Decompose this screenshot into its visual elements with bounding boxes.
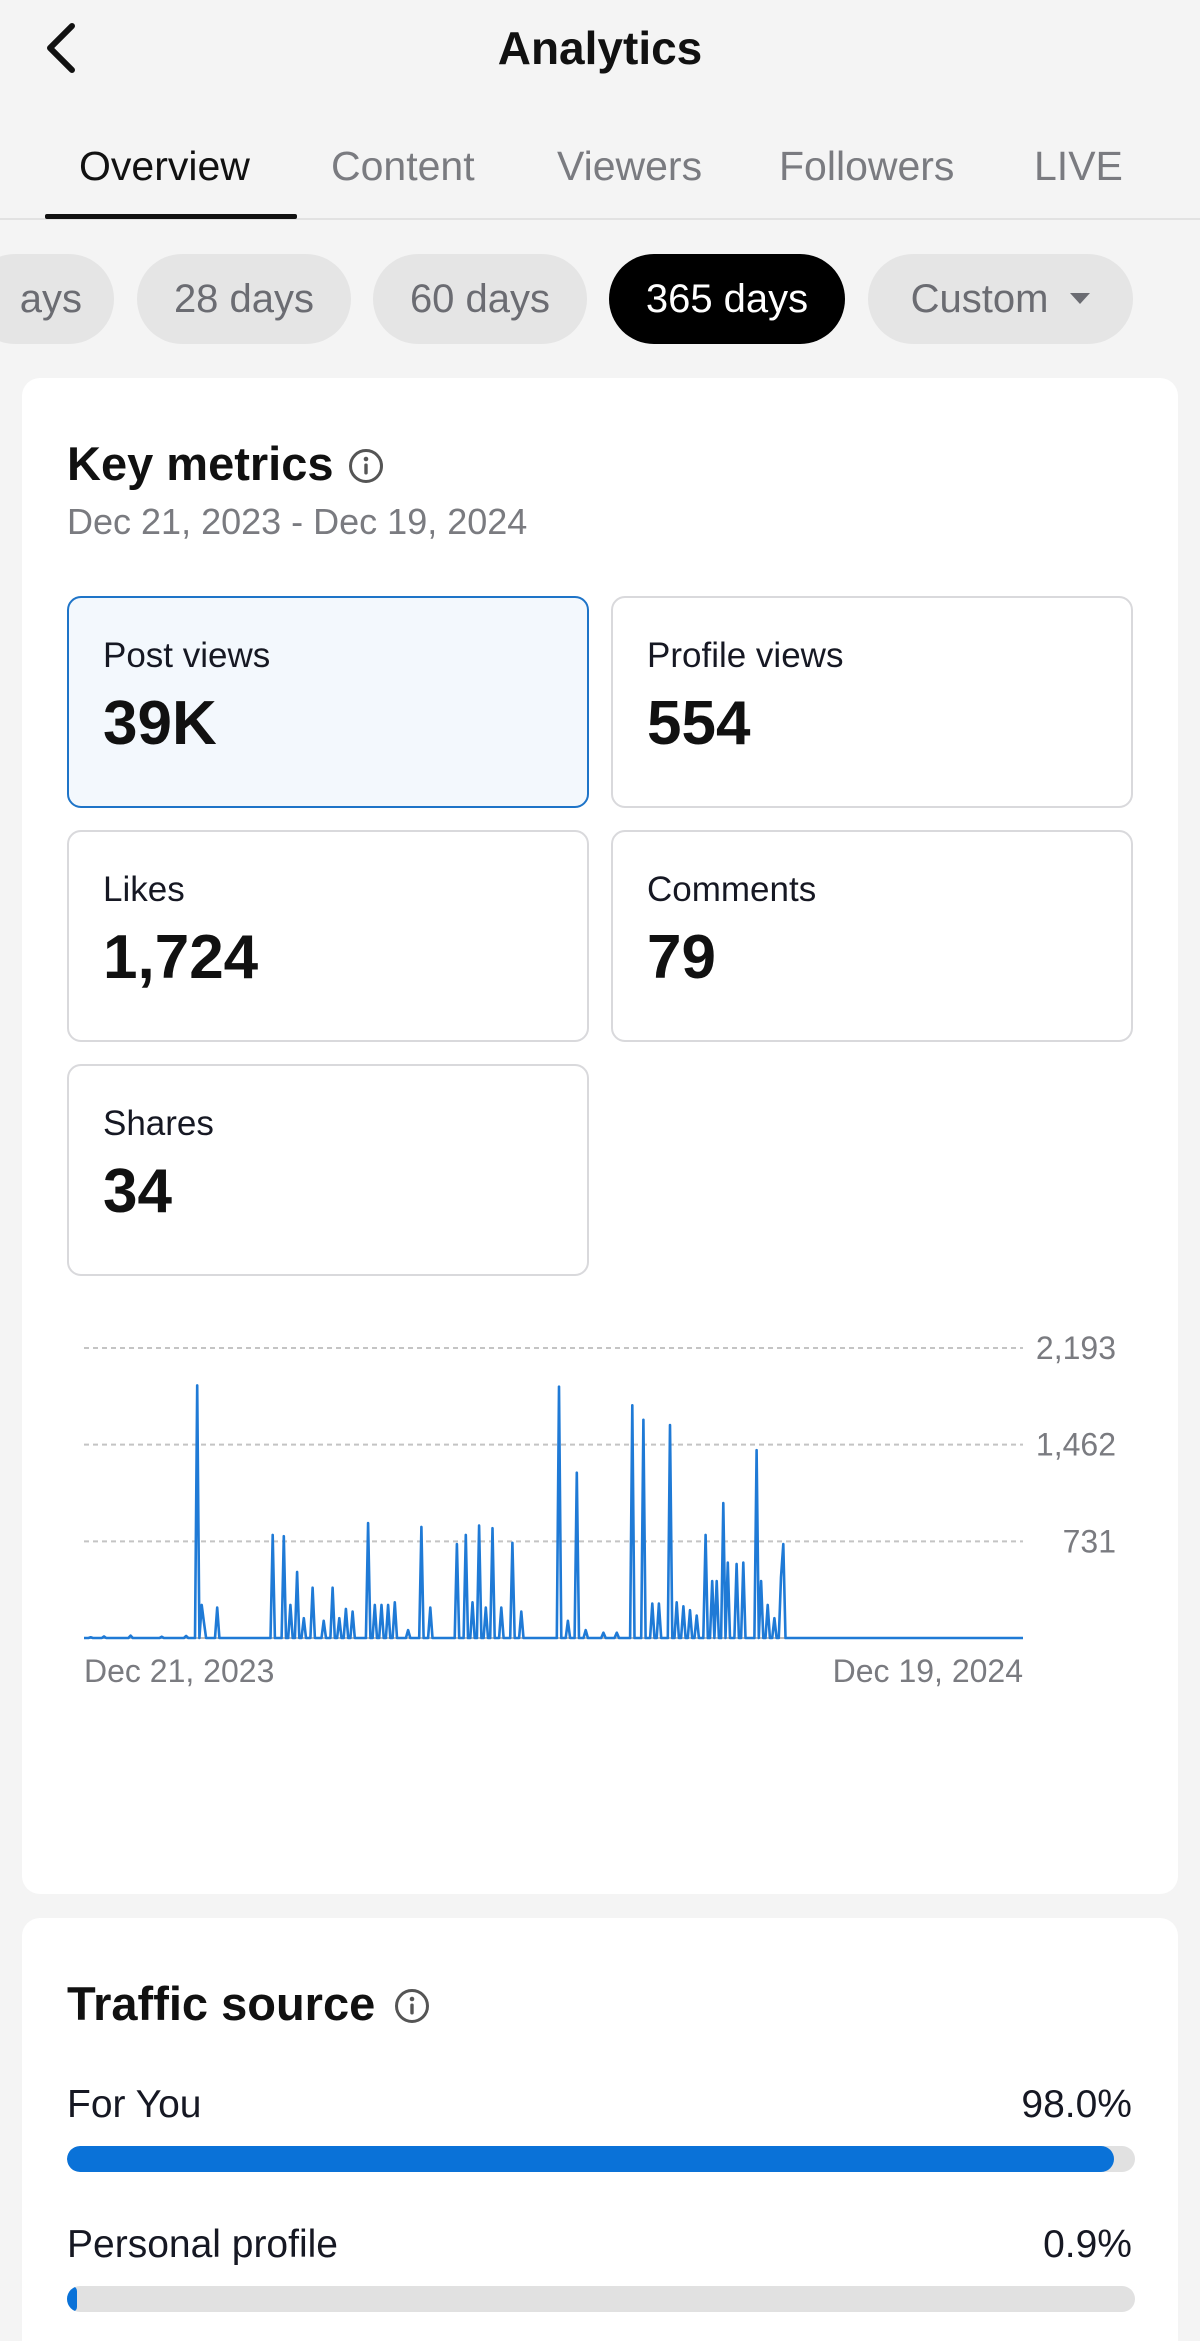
traffic-source-bar-fill bbox=[67, 2146, 1114, 2172]
tab-content[interactable]: Content bbox=[331, 143, 475, 189]
metric-label: Post views bbox=[103, 636, 271, 675]
y-tick-label: 1,462 bbox=[1036, 1427, 1116, 1463]
metric-value: 39K bbox=[103, 689, 217, 758]
chip-7-days[interactable]: ays bbox=[0, 254, 114, 344]
traffic-source-card: Traffic source For You 98.0% Personal pr… bbox=[22, 1918, 1178, 2341]
metric-post-views[interactable]: Post views 39K bbox=[67, 596, 589, 808]
metric-comments[interactable]: Comments 79 bbox=[611, 830, 1133, 1042]
traffic-source-value: 98.0% bbox=[1021, 2083, 1132, 2126]
metric-label: Comments bbox=[647, 870, 817, 909]
chip-custom-label: Custom bbox=[910, 277, 1049, 321]
traffic-source-bar-track bbox=[67, 2146, 1135, 2172]
traffic-source-label: Personal profile bbox=[67, 2223, 338, 2266]
tab-overview[interactable]: Overview bbox=[79, 143, 250, 189]
traffic-source-label: For You bbox=[67, 2083, 202, 2126]
metric-label: Shares bbox=[103, 1104, 214, 1143]
traffic-source-bar-fill bbox=[67, 2286, 77, 2312]
metric-shares[interactable]: Shares 34 bbox=[67, 1064, 589, 1276]
metric-value: 79 bbox=[647, 923, 716, 992]
tab-live[interactable]: LIVE bbox=[1034, 143, 1123, 189]
chevron-left-icon bbox=[47, 23, 75, 73]
traffic-source-bar-track bbox=[67, 2286, 1135, 2312]
info-icon[interactable] bbox=[348, 448, 384, 484]
top-bar: Analytics bbox=[0, 0, 1200, 100]
traffic-source-value: 0.9% bbox=[1043, 2223, 1132, 2266]
date-range-chips: ays 28 days 60 days 365 days Custom bbox=[0, 254, 1200, 346]
metric-value: 554 bbox=[647, 689, 751, 758]
metric-label: Profile views bbox=[647, 636, 844, 675]
tab-viewers[interactable]: Viewers bbox=[557, 143, 703, 189]
chip-365-days[interactable]: 365 days bbox=[609, 254, 845, 344]
x-tick-label: Dec 21, 2023 bbox=[84, 1653, 274, 1689]
traffic-source-title: Traffic source bbox=[67, 1977, 376, 2030]
y-tick-label: 731 bbox=[1063, 1523, 1116, 1559]
active-tab-indicator bbox=[45, 214, 297, 219]
metric-profile-views[interactable]: Profile views 554 bbox=[611, 596, 1133, 808]
caret-down-icon bbox=[1070, 292, 1091, 304]
tab-bar: Overview Content Viewers Followers LIVE bbox=[0, 120, 1200, 220]
back-button[interactable] bbox=[36, 18, 86, 78]
chip-28-days[interactable]: 28 days bbox=[137, 254, 351, 344]
metric-likes[interactable]: Likes 1,724 bbox=[67, 830, 589, 1042]
series-line bbox=[84, 1384, 1023, 1640]
key-metrics-card: Key metrics Dec 21, 2023 - Dec 19, 2024 … bbox=[22, 378, 1178, 1894]
post-views-chart: 731 1,462 2,193 Dec 21, 2023 Dec 19, 2024 bbox=[84, 1330, 1116, 1689]
metric-label: Likes bbox=[103, 870, 185, 909]
metric-value: 34 bbox=[103, 1157, 172, 1226]
x-tick-label: Dec 19, 2024 bbox=[833, 1653, 1023, 1689]
page-title: Analytics bbox=[497, 22, 703, 74]
info-icon[interactable] bbox=[394, 1988, 430, 2024]
date-range-text: Dec 21, 2023 - Dec 19, 2024 bbox=[67, 501, 528, 542]
metric-value: 1,724 bbox=[103, 923, 259, 992]
tab-followers[interactable]: Followers bbox=[779, 143, 955, 189]
key-metrics-title: Key metrics bbox=[67, 437, 334, 490]
y-tick-label: 2,193 bbox=[1036, 1330, 1116, 1366]
chip-custom[interactable]: Custom bbox=[868, 254, 1133, 344]
chip-60-days[interactable]: 60 days bbox=[373, 254, 587, 344]
